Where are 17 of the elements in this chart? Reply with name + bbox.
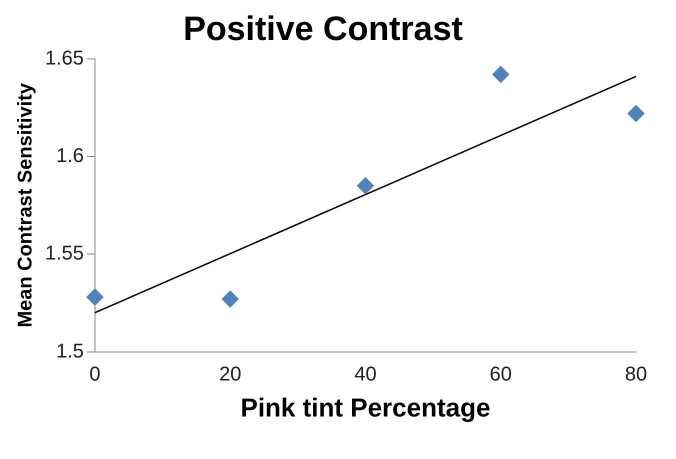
y-tick-label: 1.5 xyxy=(56,340,84,362)
point xyxy=(492,66,510,83)
x-tick-label: 40 xyxy=(354,363,377,386)
x-axis-title: Pink tint Percentage xyxy=(240,392,490,423)
x-tick-label: 20 xyxy=(219,363,242,386)
x-tick-label: 0 xyxy=(89,363,100,386)
point xyxy=(628,104,644,122)
y-tick-label: 1.55 xyxy=(44,242,84,265)
point xyxy=(356,177,374,194)
y-tick-label: 1.65 xyxy=(44,47,84,70)
chart-title: Positive Contrast xyxy=(183,10,463,48)
y-axis-title: Mean Contrast Sensitivity xyxy=(14,82,37,328)
x-tick-label: 80 xyxy=(624,363,648,386)
point xyxy=(222,290,239,308)
x-tick-label: 60 xyxy=(490,363,512,386)
y-tick-label: 1.6 xyxy=(56,144,84,167)
point xyxy=(86,288,104,306)
